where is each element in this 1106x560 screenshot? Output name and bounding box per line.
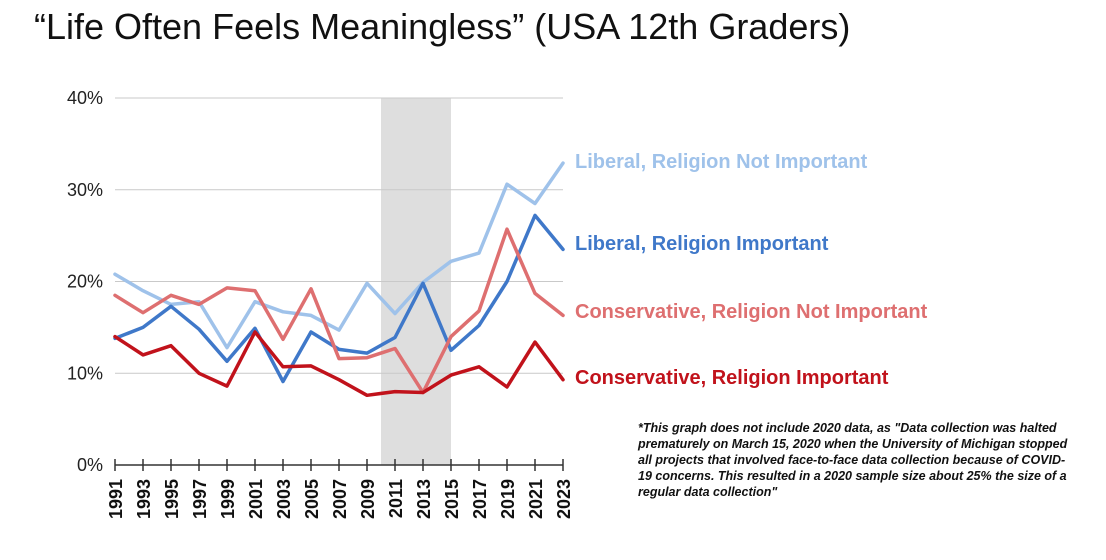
x-tick-label: 2005 (302, 479, 322, 519)
x-tick-label: 2011 (386, 479, 406, 518)
x-tick-label: 2007 (330, 479, 350, 519)
series-line (113, 330, 565, 398)
series-label: Conservative, Religion Important (575, 367, 889, 389)
x-tick-label: 1999 (218, 479, 238, 519)
x-tick-label: 1991 (106, 479, 126, 519)
x-tick-label: 2015 (442, 479, 462, 519)
y-tick-label: 20% (67, 272, 103, 292)
chart-title: “Life Often Feels Meaningless” (USA 12th… (34, 6, 851, 47)
x-tick-label: 2023 (554, 479, 574, 519)
x-tick-label: 1995 (162, 479, 182, 519)
x-tick-label: 2003 (274, 479, 294, 519)
x-tick-label: 2021 (526, 479, 546, 519)
y-tick-label: 40% (67, 88, 103, 108)
x-tick-label: 1997 (190, 479, 210, 519)
x-tick-label: 2017 (470, 479, 490, 519)
y-tick-label: 10% (67, 363, 103, 383)
x-tick-label: 1993 (134, 479, 154, 519)
x-tick-label: 2019 (498, 479, 518, 519)
series-line (113, 227, 565, 395)
series-label: Conservative, Religion Not Important (575, 301, 928, 323)
y-tick-label: 30% (67, 180, 103, 200)
y-tick-label: 0% (77, 455, 103, 475)
chart-footnote: *This graph does not include 2020 data, … (638, 421, 1068, 499)
series-label: Liberal, Religion Important (575, 233, 829, 255)
series-line (113, 213, 565, 384)
x-tick-label: 2009 (358, 479, 378, 519)
x-tick-label: 2013 (414, 479, 434, 519)
x-tick-label: 2001 (246, 479, 266, 519)
series-label: Liberal, Religion Not Important (575, 151, 868, 173)
series-line (113, 161, 565, 350)
